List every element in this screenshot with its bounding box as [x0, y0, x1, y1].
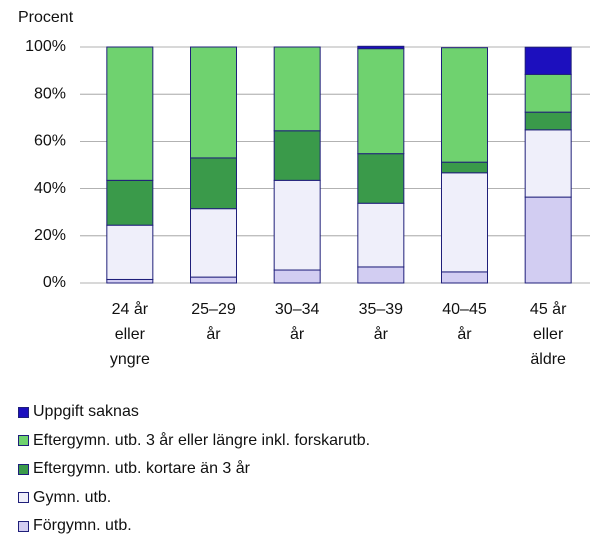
legend-item: Förgymn. utb. [18, 512, 370, 541]
legend-item: Eftergymn. utb. kortare än 3 år [18, 455, 370, 484]
legend-label: Förgymn. utb. [33, 517, 132, 535]
bar-segment [357, 202, 405, 268]
legend-swatch [18, 406, 29, 418]
bar-segment [106, 46, 154, 181]
bar-segment [106, 179, 154, 226]
bar-segment [524, 46, 572, 75]
y-axis-label: Procent [18, 9, 74, 26]
y-tick-label: 100% [25, 38, 66, 55]
legend-label: Uppgift saknas [33, 403, 139, 421]
bar-segment [524, 196, 572, 284]
bar-segment [190, 157, 237, 210]
x-tick-label: 45 år eller äldre [529, 301, 567, 368]
legend: Uppgift saknas Eftergymn. utb. 3 år eller… [18, 398, 370, 541]
chart: Procent 0% 20% 40% 60% 80% 100% [18, 9, 590, 291]
bar-segment [524, 73, 572, 113]
y-tick-label: 0% [43, 274, 66, 291]
bar-segment [357, 48, 405, 155]
legend-item: Uppgift saknas [18, 398, 370, 427]
bar-segment [441, 172, 488, 273]
bar-segment [441, 271, 488, 284]
x-tick-label: 24 år eller yngre [109, 301, 150, 368]
bar-segment [273, 269, 321, 284]
legend-swatch [18, 435, 29, 447]
y-tick-label: 20% [34, 227, 66, 244]
bar-segment [441, 47, 488, 163]
bar-segment [357, 153, 405, 204]
y-tick-label: 60% [34, 133, 66, 150]
legend-item: Gymn. utb. [18, 484, 370, 513]
legend-swatch [18, 520, 29, 532]
bar-segment [357, 45, 405, 50]
legend-swatch [18, 463, 29, 475]
bar-segment [441, 161, 488, 174]
legend-label: Gymn. utb. [33, 488, 112, 506]
bar-segment [190, 46, 237, 159]
y-tick-label: 40% [34, 180, 66, 197]
bar-segment [190, 208, 237, 278]
bar-segment [273, 46, 321, 132]
bar-segment [106, 224, 154, 280]
y-tick-label: 80% [34, 85, 66, 102]
bar-segment [190, 276, 237, 284]
bar-segment [273, 179, 321, 271]
x-tick-label: 25–29 år [191, 301, 236, 343]
x-tick-label: 30–34 år [274, 301, 320, 343]
legend-item: Eftergymn. utb. 3 år eller längre inkl. … [18, 427, 370, 456]
bar-segment [273, 130, 321, 181]
bar-segment [524, 129, 572, 198]
bar-segment [357, 266, 405, 284]
bar-segment [106, 278, 154, 284]
bar-segment [524, 111, 572, 131]
legend-swatch [18, 492, 29, 504]
x-tick-label: 40–45 år [442, 301, 487, 343]
x-tick-label: 35–39 år [358, 301, 404, 343]
legend-label: Eftergymn. utb. kortare än 3 år [33, 460, 250, 478]
legend-label: Eftergymn. utb. 3 år eller längre inkl. … [33, 431, 371, 449]
